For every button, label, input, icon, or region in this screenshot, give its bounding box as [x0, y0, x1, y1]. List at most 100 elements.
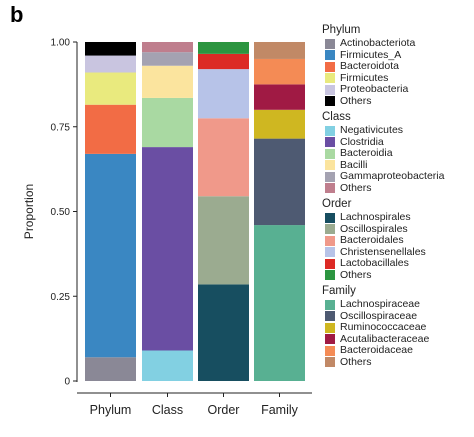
legend-item: Proteobacteria [325, 83, 472, 96]
bar-segment-family-2 [254, 109, 305, 139]
legend-label: Bacteroidaceae [340, 344, 413, 356]
legend-label: Lactobacillales [340, 257, 409, 269]
legend-swatch [325, 125, 335, 136]
legend-label: Christensenellales [340, 245, 426, 258]
legend-label: Negativicutes [340, 124, 404, 136]
legend-swatch [325, 322, 335, 333]
legend-swatch [325, 50, 335, 61]
legend-swatch [325, 96, 335, 107]
legend-label: Firmicutes [340, 71, 389, 84]
legend-swatch [325, 61, 335, 72]
legend-item: Oscillospiraceae [325, 310, 472, 323]
bar-segment-order-0 [198, 284, 249, 381]
legend-label: Firmicutes_A [340, 48, 402, 61]
y-tick-label: 1.00 [51, 38, 71, 49]
legend-item: Christensenellales [325, 245, 472, 259]
x-category-label: Class [152, 403, 183, 417]
legend-swatch [325, 38, 335, 49]
bar-segment-class-3 [142, 65, 193, 98]
legend-label: Others [340, 94, 372, 107]
bar-segment-phylum-4 [85, 55, 136, 73]
y-tick-label: 0.50 [51, 207, 71, 218]
legend-group-order: Order Lachnospirales Oscillospirales Bacter… [322, 197, 472, 281]
bar-segment-class-4 [142, 52, 193, 66]
bar-segment-phylum-2 [85, 104, 136, 154]
legend: Phylum Actinobacteriota Firmicutes_A Bacter… [322, 23, 472, 371]
x-category-label: Family [261, 403, 299, 417]
y-axis-label: Proportion [22, 184, 36, 239]
legend-item: Bacteroidales [325, 234, 472, 247]
legend-label: Lachnospirales [340, 211, 411, 223]
legend-swatch [325, 270, 335, 281]
legend-group-phylum: Phylum Actinobacteriota Firmicutes_A Bacter… [322, 23, 472, 107]
legend-item: Oscillospirales [325, 222, 472, 236]
bar-segment-phylum-5 [85, 42, 136, 56]
legend-swatch [325, 247, 335, 258]
legend-swatch [325, 311, 335, 322]
x-category-label: Order [208, 403, 240, 417]
legend-swatch [325, 73, 335, 84]
legend-swatch [325, 334, 335, 345]
y-tick-label: 0.75 [51, 122, 71, 133]
legend-label: Bacteroidota [340, 60, 399, 72]
legend-item: Clostridia [325, 135, 472, 149]
legend-swatch [325, 224, 335, 235]
bar-segment-phylum-0 [85, 357, 136, 381]
legend-label: Others [340, 355, 372, 368]
bar-segment-class-2 [142, 97, 193, 148]
legend-item: Actinobacteriota [325, 37, 472, 50]
legend-item: Gammaproteobacteria [325, 170, 472, 183]
legend-item: Others [325, 181, 472, 195]
bar-segment-order-4 [198, 53, 249, 70]
legend-group-title: Family [322, 285, 356, 297]
legend-label: Oscillospirales [340, 222, 408, 235]
legend-item: Others [325, 268, 472, 282]
bar-segment-family-5 [254, 42, 305, 59]
legend-swatch [325, 148, 335, 159]
bar-segment-family-3 [254, 84, 305, 110]
legend-swatch [325, 235, 335, 246]
legend-label: Others [340, 181, 372, 194]
bar-segment-class-5 [142, 42, 193, 53]
legend-label: Gammaproteobacteria [340, 170, 445, 182]
y-tick-label: 0.25 [51, 292, 71, 303]
legend-swatch [325, 84, 335, 95]
bar-segment-order-1 [198, 196, 249, 285]
legend-group-title: Class [322, 111, 351, 123]
bar-segment-family-4 [254, 58, 305, 85]
bar-segment-class-1 [142, 147, 193, 351]
bar-segment-family-1 [254, 138, 305, 226]
bar-segment-order-3 [198, 69, 249, 119]
bar-segment-family-0 [254, 225, 305, 381]
y-tick-label: 0 [64, 377, 70, 388]
legend-group-title: Order [322, 198, 352, 210]
legend-item: Firmicutes_A [325, 48, 472, 62]
legend-item: Lachnospiraceae [325, 298, 472, 311]
legend-swatch [325, 299, 335, 310]
legend-swatch [325, 160, 335, 171]
bar-segment-order-5 [198, 42, 249, 54]
legend-label: Others [340, 268, 372, 281]
legend-swatch [325, 258, 335, 269]
legend-label: Bacteroidales [340, 234, 404, 246]
bar-segment-phylum-3 [85, 72, 136, 105]
legend-item: Bacteroidia [325, 147, 472, 160]
legend-label: Bacteroidia [340, 147, 393, 159]
legend-swatch [325, 212, 335, 223]
legend-group-family: Family Lachnospiraceae Oscillospiraceae Rum… [322, 284, 472, 368]
legend-item: Others [325, 94, 472, 108]
legend-label: Actinobacteriota [340, 37, 416, 49]
legend-label: Acutalibacteraceae [340, 332, 430, 345]
panel-letter: b [10, 2, 24, 27]
legend-group-title: Phylum [322, 24, 361, 36]
legend-group-class: Class Negativicutes Clostridia Bacteroidia B… [322, 110, 472, 194]
legend-swatch [325, 137, 335, 148]
legend-swatch [325, 183, 335, 194]
legend-swatch [325, 345, 335, 356]
x-category-label: Phylum [90, 403, 132, 417]
bar-segment-phylum-1 [85, 153, 136, 358]
legend-label: Ruminococcaceae [340, 321, 427, 333]
legend-label: Clostridia [340, 135, 384, 148]
